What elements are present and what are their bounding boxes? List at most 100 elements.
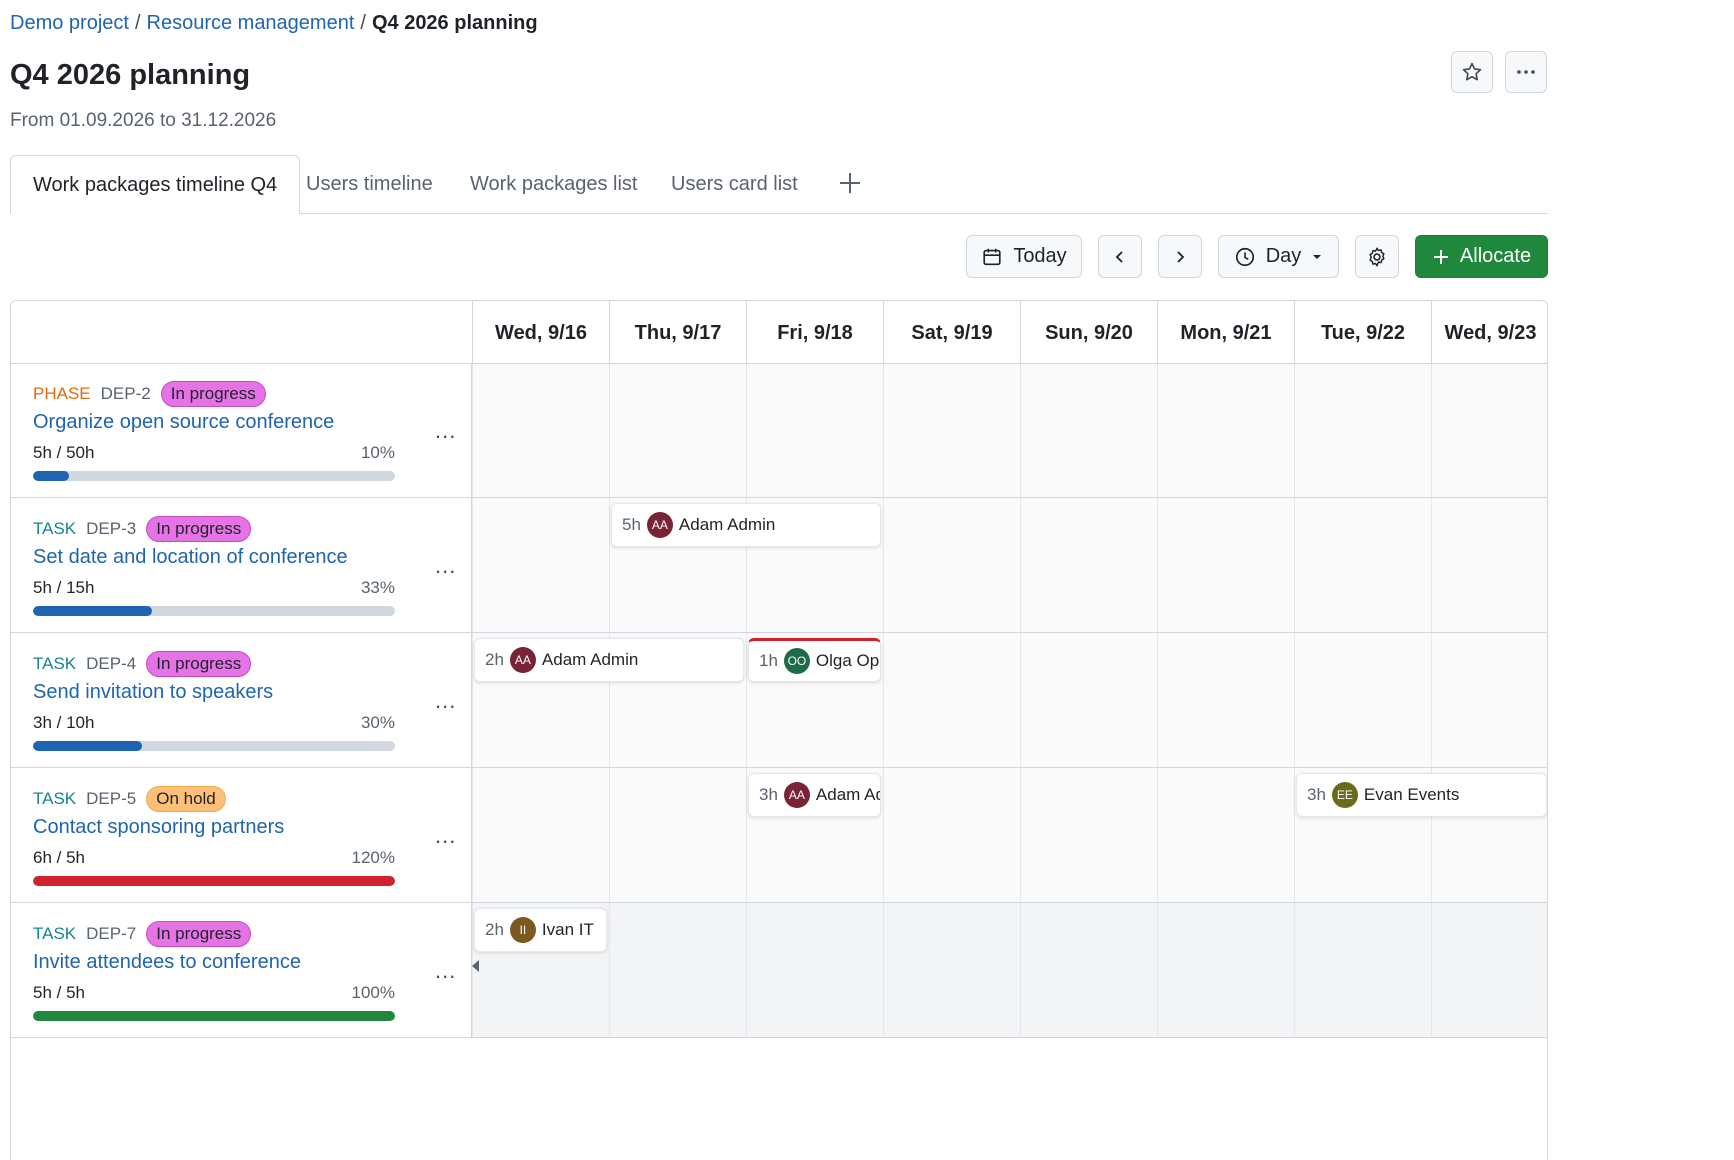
day-cell[interactable] [883, 903, 1020, 1037]
breadcrumb-project-link[interactable]: Demo project [10, 12, 129, 34]
add-tab-button[interactable] [836, 169, 864, 197]
allocation-card[interactable]: 1h OO Olga Ops [748, 638, 881, 682]
row-actions-menu-button[interactable]: ... [435, 418, 457, 443]
breadcrumb-module-link[interactable]: Resource management [146, 12, 355, 34]
day-cell[interactable] [1294, 363, 1431, 497]
day-column-header: Mon, 9/21 [1157, 301, 1294, 363]
day-cell[interactable] [883, 363, 1020, 497]
day-cell[interactable] [609, 903, 746, 1037]
day-cell[interactable] [1020, 768, 1157, 902]
row-actions-menu-button[interactable]: ... [435, 823, 457, 848]
work-package-meta: PHASE DEP-2 In progress [33, 380, 266, 408]
row-actions-menu-button[interactable]: ... [435, 958, 457, 983]
day-cell[interactable] [609, 768, 746, 902]
work-package-meta: TASK DEP-3 In progress [33, 515, 252, 543]
day-cell[interactable] [1020, 363, 1157, 497]
allocation-user-name: Adam Admin [678, 515, 776, 534]
day-cell[interactable] [746, 903, 883, 1037]
progress-bar-fill [33, 471, 70, 481]
today-label: Today [1013, 245, 1067, 267]
work-package-title-link[interactable]: Contact sponsoring partners [33, 816, 285, 838]
calendar-icon [983, 248, 1001, 265]
allocation-card[interactable]: 2h AA Adam Admin [474, 638, 744, 682]
work-package-info: TASK DEP-4 In progress Send invitation to s… [11, 633, 472, 767]
progress-bar [33, 741, 395, 751]
day-cell[interactable] [1157, 363, 1294, 497]
previous-button[interactable] [1098, 235, 1142, 278]
day-column-header: Fri, 9/18 [746, 301, 883, 363]
day-cell[interactable] [472, 363, 609, 497]
row-actions-menu-button[interactable]: ... [435, 553, 457, 578]
more-actions-button[interactable] [1505, 51, 1547, 93]
work-package-title-link[interactable]: Organize open source conference [33, 411, 335, 433]
gear-icon [1369, 247, 1385, 266]
progress-bar-fill [33, 606, 153, 616]
day-cell[interactable] [1294, 498, 1431, 632]
status-badge: In progress [146, 516, 252, 542]
today-button[interactable]: Today [966, 235, 1082, 278]
day-cell[interactable] [1020, 498, 1157, 632]
day-cell[interactable] [1294, 633, 1431, 767]
allocation-card[interactable]: 3h AA Adam Admin [748, 773, 881, 817]
day-cell[interactable] [746, 363, 883, 497]
day-column-header: Wed, 9/23 [1431, 301, 1547, 363]
allocation-hours: 5h [622, 515, 641, 534]
day-cell[interactable] [883, 633, 1020, 767]
work-package-id: DEP-3 [86, 519, 137, 538]
tab-work-packages-list[interactable]: Work packages list [470, 173, 638, 195]
work-package-type: PHASE [33, 384, 91, 403]
allocation-card[interactable]: 3h EE Evan Events [1296, 773, 1547, 817]
allocate-button[interactable]: Allocate [1415, 235, 1548, 278]
row-actions-menu-button[interactable]: ... [435, 688, 457, 713]
work-package-hours: 5h / 5h [33, 983, 85, 1002]
day-cell[interactable] [1020, 633, 1157, 767]
next-button[interactable] [1158, 235, 1202, 278]
day-cell[interactable] [1157, 633, 1294, 767]
avatar: II [509, 917, 536, 943]
day-cell[interactable] [609, 363, 746, 497]
tab-users-timeline[interactable]: Users timeline [306, 173, 433, 195]
allocation-card[interactable]: 2h II Ivan IT [474, 908, 607, 952]
work-package-info: TASK DEP-3 In progress Set date and locatio… [11, 498, 472, 632]
day-cell[interactable] [883, 768, 1020, 902]
day-cell[interactable] [1157, 768, 1294, 902]
work-package-type: TASK [33, 789, 77, 808]
favorite-button[interactable] [1451, 51, 1493, 93]
day-cell[interactable] [1431, 903, 1547, 1037]
avatar: OO [783, 648, 810, 674]
avatar: AA [509, 647, 536, 673]
status-badge: In progress [146, 921, 252, 947]
star-icon [1462, 62, 1482, 81]
allocation-hours: 1h [759, 651, 778, 670]
work-package-title-link[interactable]: Set date and location of conference [33, 546, 348, 568]
day-cell[interactable] [472, 498, 609, 632]
timeline-header: Wed, 9/16 Thu, 9/17 Fri, 9/18 Sat, 9/19 Sun,… [11, 301, 1547, 364]
work-package-title-link[interactable]: Invite attendees to conference [33, 951, 301, 973]
day-cell[interactable] [1020, 903, 1157, 1037]
day-cell[interactable] [1431, 363, 1547, 497]
day-cell[interactable] [883, 498, 1020, 632]
allocation-hours: 3h [1307, 785, 1326, 804]
plus-icon [840, 173, 860, 193]
progress-bar [33, 606, 395, 616]
day-cell[interactable] [1157, 903, 1294, 1037]
day-cell[interactable] [1294, 903, 1431, 1037]
scroll-left-caret-icon[interactable] [472, 960, 479, 972]
tab-users-card-list[interactable]: Users card list [671, 173, 798, 195]
work-package-id: DEP-5 [86, 789, 137, 808]
day-cell[interactable] [1431, 633, 1547, 767]
day-cell[interactable] [472, 768, 609, 902]
view-mode-select[interactable]: Day [1218, 235, 1339, 278]
work-package-meta: TASK DEP-7 In progress [33, 920, 252, 948]
progress-bar-fill [33, 1011, 395, 1021]
day-cell[interactable] [1431, 498, 1547, 632]
work-package-info: TASK DEP-7 In progress Invite attendees to … [11, 903, 472, 1037]
day-column-header: Thu, 9/17 [609, 301, 746, 363]
clock-icon [1235, 247, 1254, 266]
settings-button[interactable] [1355, 235, 1399, 278]
work-package-title-link[interactable]: Send invitation to speakers [33, 681, 274, 703]
work-package-info: PHASE DEP-2 In progress Organize open sourc… [11, 363, 472, 497]
allocation-card[interactable]: 5h AA Adam Admin [611, 503, 881, 547]
tab-work-packages-timeline[interactable]: Work packages timeline Q4 [10, 155, 301, 214]
day-cell[interactable] [1157, 498, 1294, 632]
